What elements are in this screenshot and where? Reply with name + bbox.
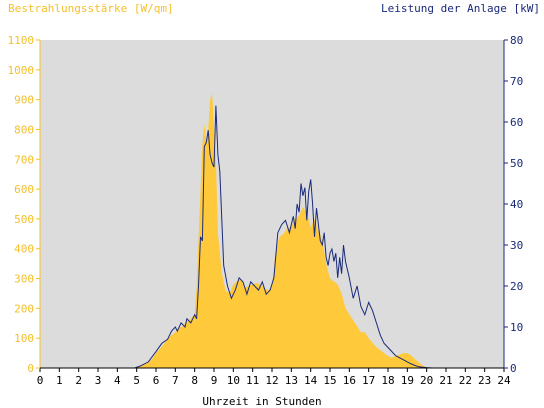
right-tick-label: 80 bbox=[510, 34, 523, 47]
x-tick-label: 9 bbox=[211, 374, 218, 387]
x-tick-label: 10 bbox=[227, 374, 240, 387]
x-tick-label: 1 bbox=[56, 374, 63, 387]
left-tick-label: 900 bbox=[14, 94, 34, 107]
left-tick-label: 1000 bbox=[8, 64, 35, 77]
x-tick-label: 2 bbox=[75, 374, 82, 387]
x-tick-label: 21 bbox=[439, 374, 452, 387]
x-tick-label: 14 bbox=[304, 374, 318, 387]
right-axis-title: Leistung der Anlage [kW] bbox=[381, 2, 540, 15]
left-tick-label: 0 bbox=[27, 362, 34, 375]
x-tick-label: 0 bbox=[37, 374, 44, 387]
x-tick-label: 13 bbox=[285, 374, 298, 387]
x-tick-label: 6 bbox=[153, 374, 160, 387]
right-tick-label: 50 bbox=[510, 157, 523, 170]
x-tick-label: 12 bbox=[265, 374, 278, 387]
left-tick-label: 100 bbox=[14, 332, 34, 345]
x-tick-label: 22 bbox=[459, 374, 472, 387]
x-tick-label: 24 bbox=[497, 374, 511, 387]
right-tick-label: 20 bbox=[510, 280, 523, 293]
right-tick-label: 10 bbox=[510, 321, 523, 334]
left-tick-label: 300 bbox=[14, 273, 34, 286]
x-tick-label: 17 bbox=[362, 374, 375, 387]
left-tick-label: 600 bbox=[14, 183, 34, 196]
x-axis-title: Uhrzeit in Stunden bbox=[202, 395, 321, 408]
series-irradiance-area bbox=[40, 93, 504, 368]
x-tick-label: 16 bbox=[343, 374, 356, 387]
left-tick-label: 400 bbox=[14, 243, 34, 256]
x-tick-label: 8 bbox=[191, 374, 198, 387]
left-axis-title: Bestrahlungsstärke [W/qm] bbox=[8, 2, 174, 15]
left-tick-label: 1100 bbox=[8, 34, 35, 47]
x-tick-label: 23 bbox=[478, 374, 491, 387]
x-tick-label: 5 bbox=[133, 374, 140, 387]
right-tick-label: 40 bbox=[510, 198, 523, 211]
x-tick-label: 15 bbox=[323, 374, 336, 387]
right-tick-label: 60 bbox=[510, 116, 523, 129]
series-power-line bbox=[40, 105, 504, 369]
left-tick-label: 700 bbox=[14, 153, 34, 166]
left-tick-label: 200 bbox=[14, 302, 34, 315]
x-tick-label: 11 bbox=[246, 374, 259, 387]
x-tick-label: 4 bbox=[114, 374, 121, 387]
right-tick-label: 70 bbox=[510, 75, 523, 88]
x-tick-label: 20 bbox=[420, 374, 433, 387]
x-tick-label: 19 bbox=[401, 374, 414, 387]
right-tick-label: 0 bbox=[510, 362, 517, 375]
left-tick-label: 500 bbox=[14, 213, 34, 226]
left-tick-label: 800 bbox=[14, 123, 34, 136]
right-tick-label: 30 bbox=[510, 239, 523, 252]
series-layer bbox=[40, 93, 504, 369]
x-tick-label: 18 bbox=[381, 374, 394, 387]
x-tick-label: 3 bbox=[95, 374, 102, 387]
x-tick-label: 7 bbox=[172, 374, 179, 387]
axes-layer: 0 1 2 3 4 5 6 7 8 9 10 11 12 13 14 15 16 17 18 19 20 21 22 23 24… bbox=[8, 34, 524, 387]
